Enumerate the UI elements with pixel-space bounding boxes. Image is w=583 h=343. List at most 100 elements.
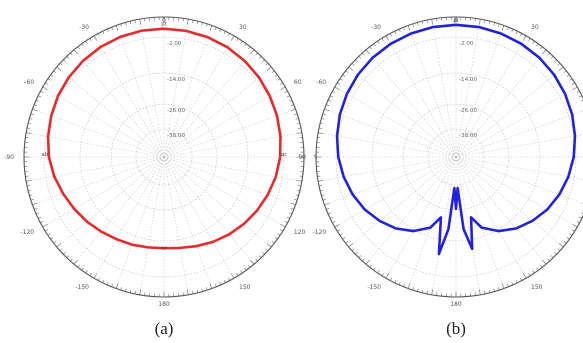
grid-spoke (455, 156, 583, 204)
angle-tick (81, 267, 84, 271)
grid-spoke (365, 156, 457, 265)
angle-tick (34, 104, 38, 106)
grid-spoke (324, 108, 457, 158)
angle-tick (557, 248, 561, 251)
grid-spoke (455, 86, 578, 158)
point-label: ae (161, 245, 167, 251)
angle-tick (280, 82, 283, 85)
angle-tick (250, 49, 255, 55)
angle-tick (566, 237, 570, 240)
grid-spoke (163, 25, 213, 158)
angle-tick (572, 223, 578, 228)
angle-tick (351, 63, 355, 66)
grid-spoke (163, 156, 255, 265)
angle-tick (223, 31, 226, 35)
angle-tick (284, 91, 288, 93)
angle-tick (258, 255, 262, 258)
angle-tick (532, 40, 535, 44)
angle-tick (297, 127, 302, 129)
angle-tick (206, 287, 208, 291)
angle-tick (129, 21, 132, 25)
angle-tick (280, 229, 283, 232)
angle-tick (59, 63, 63, 66)
angle-tick (262, 59, 265, 63)
angle-tick (240, 270, 243, 274)
grid-spoke (455, 35, 527, 158)
grid-spoke (455, 156, 564, 248)
angle-tick (431, 289, 433, 295)
angle-tick (134, 19, 136, 24)
angle-tick (493, 288, 495, 292)
angle-tick (296, 180, 302, 182)
angle-tick (192, 19, 194, 24)
angle-tick (557, 63, 561, 66)
angle-tick (576, 91, 580, 93)
angle-label: 30 (531, 24, 539, 31)
angle-tick (348, 66, 354, 71)
grid-spoke (163, 19, 189, 158)
angle-tick (30, 113, 34, 115)
ring-label: -2.00 (167, 41, 182, 47)
point-label: pt (161, 22, 166, 28)
angle-tick (412, 287, 414, 291)
angle-tick (351, 248, 355, 251)
angle-tick (403, 283, 405, 287)
angle-tick (540, 264, 543, 268)
angle-tick (93, 35, 98, 41)
angle-label: 0 (454, 17, 458, 24)
angle-tick (385, 273, 390, 279)
angle-tick (407, 25, 411, 31)
angle-tick (417, 22, 419, 26)
angle-tick (277, 233, 281, 236)
angle-label: -30 (371, 24, 381, 31)
grid-spoke (163, 156, 296, 206)
angle-tick (56, 243, 62, 248)
angle-tick (70, 258, 73, 262)
grid-spoke (163, 108, 296, 158)
angle-tick (528, 273, 531, 276)
angle-label: 150 (531, 284, 543, 291)
angle-tick (284, 221, 288, 223)
grid-spoke (163, 156, 235, 279)
grid-spoke (348, 156, 457, 248)
point-label: pt (453, 18, 458, 24)
angle-tick (498, 287, 500, 291)
angle-tick (297, 185, 302, 187)
grid-spoke (32, 108, 165, 158)
angle-tick (139, 19, 141, 25)
angle-tick (53, 241, 57, 244)
grid-spoke (163, 49, 255, 158)
grid-spoke (455, 156, 527, 279)
angle-tick (286, 216, 290, 219)
angle-tick (66, 255, 70, 258)
angle-tick (426, 19, 428, 24)
angle-tick (139, 289, 141, 295)
grid-ring (335, 36, 577, 278)
angle-tick (426, 290, 428, 295)
series-trace-a-0 (46, 27, 282, 250)
angle-tick (322, 113, 326, 115)
angle-tick (332, 221, 336, 223)
angle-tick (223, 279, 226, 283)
angle-tick (77, 46, 80, 50)
angle-tick (501, 25, 505, 31)
angle-label: -90 (296, 154, 306, 161)
angle-tick (493, 22, 495, 26)
grid-ring (110, 103, 218, 211)
angle-tick (73, 259, 78, 265)
angle-tick (330, 95, 334, 98)
angle-tick (106, 28, 109, 32)
angle-label: -120 (312, 229, 326, 236)
angle-tick (337, 229, 340, 232)
grid-spoke (163, 35, 235, 158)
grid-spoke (73, 49, 165, 158)
angle-tick (479, 19, 481, 25)
angle-tick (515, 279, 518, 283)
angle-tick (318, 185, 323, 187)
angle-tick (85, 270, 88, 274)
angle-tick (321, 118, 325, 120)
angle-tick (421, 289, 424, 293)
angle-tick (536, 267, 539, 271)
angle-tick (327, 212, 331, 215)
grid-spoke (93, 35, 165, 158)
